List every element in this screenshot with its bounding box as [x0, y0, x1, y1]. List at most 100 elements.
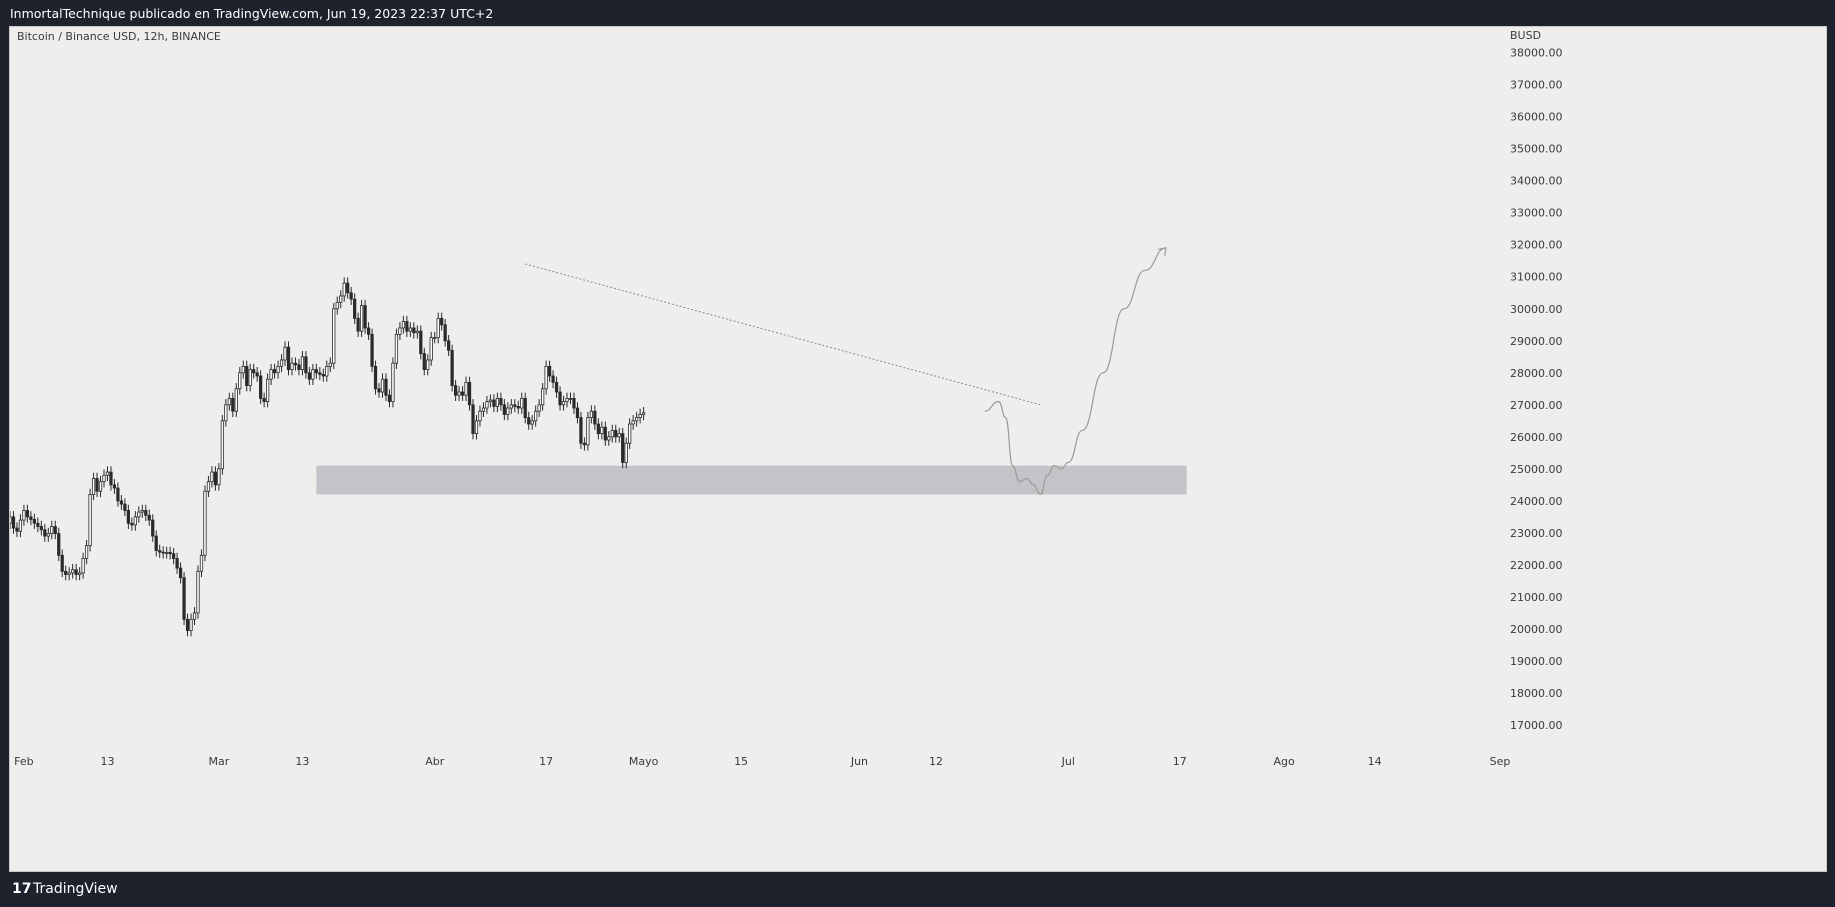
candle-body — [600, 426, 604, 435]
candle-body — [262, 398, 266, 403]
candle-body — [607, 436, 611, 441]
support-zone[interactable] — [316, 465, 1187, 495]
candle-body — [151, 519, 155, 537]
candle-body — [638, 414, 642, 419]
candle-body — [217, 468, 221, 486]
candle-body — [116, 487, 120, 502]
candle-body — [71, 569, 75, 574]
candle-body — [318, 372, 322, 375]
candle-body — [624, 442, 628, 463]
candle-body — [370, 333, 374, 367]
candle-body — [339, 295, 343, 303]
candle-body — [165, 552, 169, 554]
candle-body — [547, 365, 552, 377]
candle-body — [366, 327, 371, 335]
candle-body — [377, 388, 381, 393]
candle-body — [8, 516, 12, 524]
candle-body — [259, 375, 263, 399]
candle-body — [572, 398, 576, 409]
y-tick-label: 24000.00 — [1510, 495, 1563, 508]
candle-body — [102, 474, 106, 483]
candle-body — [84, 545, 89, 559]
y-tick-label: 20000.00 — [1510, 623, 1563, 636]
candle-body — [436, 317, 440, 338]
publisher-bar: InmortalTechnique publicado en TradingVi… — [0, 0, 1835, 26]
candle-body — [283, 346, 287, 361]
x-tick-label: Abr — [425, 755, 445, 768]
y-tick-label: 22000.00 — [1510, 559, 1563, 572]
candle-body — [213, 471, 218, 486]
candle-body — [628, 423, 632, 444]
candle-body — [175, 558, 179, 569]
x-tick-label: Jul — [1061, 755, 1075, 768]
candle-body — [255, 372, 259, 377]
candle-body — [575, 407, 580, 419]
projection-line — [984, 247, 1166, 496]
candle-body — [544, 365, 548, 390]
price-chart[interactable]: Bitcoin / Binance USD, 12h, BINANCE BUSD… — [8, 27, 1828, 873]
candle-body — [36, 522, 40, 527]
candle-body — [561, 401, 566, 406]
candle-body — [234, 388, 238, 412]
candle-body — [220, 420, 224, 470]
candle-body — [314, 369, 318, 374]
candle-body — [387, 394, 392, 403]
x-axis-labels: Feb 13 Mar 13 Abr 17 Mayo 15 Jun 12 Jul 17 Ago 14 Sep — [14, 755, 1510, 768]
candle-body — [147, 514, 151, 521]
candle-body — [126, 510, 130, 524]
candle-body — [335, 301, 339, 310]
y-tick-label: 28000.00 — [1510, 367, 1563, 380]
y-tick-label: 27000.00 — [1510, 399, 1563, 412]
candle-body — [457, 391, 461, 396]
x-tick-label: Sep — [1490, 755, 1511, 768]
candle-body — [408, 327, 412, 332]
x-tick-label: Mayo — [629, 755, 659, 768]
candle-body — [224, 404, 228, 422]
candle-body — [32, 519, 36, 524]
candle-body — [488, 399, 493, 403]
candle-body — [380, 378, 385, 393]
candle-body — [328, 362, 332, 367]
candle-body — [158, 550, 162, 553]
candle-body — [509, 404, 513, 409]
candle-body — [238, 372, 242, 390]
candle-body — [373, 365, 378, 390]
candle-body — [481, 407, 486, 412]
candle-body — [332, 308, 336, 364]
y-tick-label: 32000.00 — [1510, 239, 1563, 252]
candle-body — [551, 375, 555, 383]
chart-panel[interactable]: Bitcoin / Binance USD, 12h, BINANCE BUSD… — [8, 26, 1828, 873]
projection-path[interactable] — [984, 247, 1167, 496]
candle-body — [50, 526, 54, 534]
candlestick-series — [8, 277, 646, 637]
candle-body — [467, 381, 472, 406]
candle-body — [523, 398, 527, 419]
candle-body — [603, 426, 607, 441]
x-tick-label: 12 — [929, 755, 943, 768]
candle-body — [297, 364, 301, 370]
candle-body — [57, 533, 61, 556]
trendline-line — [525, 263, 1041, 406]
candle-body — [419, 330, 423, 354]
y-tick-label: 34000.00 — [1510, 175, 1563, 188]
candle-body — [161, 551, 165, 554]
candle-body — [321, 373, 325, 377]
y-tick-label: 38000.00 — [1510, 47, 1563, 60]
candle-body — [168, 552, 172, 555]
y-tick-label: 19000.00 — [1510, 655, 1563, 668]
candle-body — [272, 369, 277, 374]
publisher-line: InmortalTechnique publicado en TradingVi… — [10, 6, 494, 21]
candle-body — [227, 398, 231, 406]
candle-body — [401, 321, 406, 329]
support-zone-rect — [316, 465, 1187, 495]
candle-body — [29, 516, 33, 520]
resistance-trendline[interactable] — [525, 263, 1041, 406]
candle-body — [621, 433, 625, 463]
candle-body — [506, 407, 510, 415]
candle-body — [346, 282, 350, 294]
candle-body — [349, 292, 353, 300]
candle-body — [206, 481, 211, 492]
candle-body — [269, 369, 273, 380]
candle-body — [78, 572, 82, 575]
x-tick-label: 13 — [295, 755, 309, 768]
